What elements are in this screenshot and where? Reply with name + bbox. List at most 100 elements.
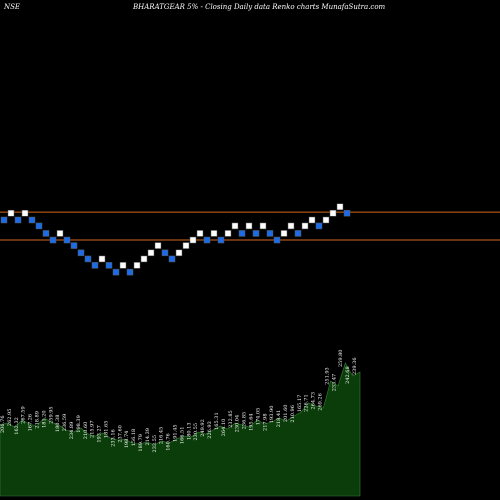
renko-brick-1-down bbox=[0, 216, 8, 224]
volume-label-31: 226.93 bbox=[207, 421, 213, 439]
renko-brick-33-up bbox=[224, 230, 232, 237]
volume-label-21: 189.79 bbox=[138, 434, 144, 452]
renko-brick-42-up bbox=[287, 222, 295, 230]
volume-label-14: 215.97 bbox=[90, 420, 96, 438]
renko-brick-28-up bbox=[189, 236, 197, 244]
renko-brick-25-down bbox=[168, 255, 176, 263]
renko-brick-3-down bbox=[14, 216, 22, 224]
renko-brick-41-up bbox=[280, 230, 288, 237]
volume-label-20: 156.18 bbox=[131, 429, 137, 447]
renko-brick-46-down bbox=[315, 222, 323, 230]
volume-label-52: 239.36 bbox=[352, 358, 358, 376]
volume-label-3: 162.32 bbox=[14, 417, 20, 435]
renko-brick-45-up bbox=[308, 216, 316, 224]
renko-brick-5-down bbox=[28, 216, 36, 224]
volume-label-22: 214.39 bbox=[145, 428, 151, 446]
volume-label-24: 216.45 bbox=[159, 427, 165, 445]
renko-brick-14-down bbox=[91, 262, 99, 269]
renko-brick-23-up bbox=[154, 242, 162, 249]
renko-brick-50-down bbox=[343, 209, 351, 217]
volume-area-path bbox=[0, 362, 361, 497]
volume-label-41: 218.41 bbox=[276, 410, 282, 428]
volume-label-46: 264.73 bbox=[311, 392, 317, 410]
volume-label-18: 237.60 bbox=[117, 425, 123, 443]
renko-brick-16-down bbox=[105, 262, 113, 269]
renko-brick-9-up bbox=[56, 230, 64, 237]
volume-label-30: 249.92 bbox=[200, 419, 206, 437]
chart-title: BHARATGEAR 5% - Closing Daily data Renko… bbox=[132, 3, 386, 11]
renko-brick-17-down bbox=[112, 268, 120, 276]
volume-label-10: 236.59 bbox=[62, 414, 68, 432]
renko-brick-36-up bbox=[245, 222, 253, 230]
renko-brick-4-up bbox=[21, 209, 29, 217]
volume-label-49: 233.47 bbox=[331, 374, 337, 392]
renko-brick-7-down bbox=[42, 230, 50, 237]
renko-brick-38-up bbox=[259, 222, 267, 230]
volume-label-47: 269.26 bbox=[317, 393, 323, 411]
volume-label-29: 230.55 bbox=[193, 423, 199, 441]
exchange-label: NSE bbox=[3, 3, 20, 11]
volume-area bbox=[0, 362, 361, 497]
renko-brick-30-down bbox=[203, 236, 211, 244]
renko-brick-49-up bbox=[336, 203, 344, 211]
renko-bricks bbox=[0, 203, 351, 276]
renko-brick-21-up bbox=[140, 255, 148, 263]
renko-brick-27-up bbox=[182, 242, 190, 249]
volume-label-7: 181.20 bbox=[41, 410, 47, 428]
renko-brick-8-down bbox=[49, 236, 57, 244]
volume-label-9: 180.38 bbox=[55, 415, 61, 433]
volume-label-28: 180.13 bbox=[186, 422, 192, 440]
volume-label-27: 166.51 bbox=[179, 427, 185, 445]
volume-label-45: 226.71 bbox=[304, 394, 310, 412]
renko-brick-29-up bbox=[196, 230, 204, 237]
renko-brick-31-up bbox=[210, 230, 218, 237]
volume-label-32: 165.31 bbox=[214, 412, 220, 430]
volume-label-50: 259.80 bbox=[338, 350, 344, 368]
renko-brick-43-down bbox=[294, 230, 302, 237]
renko-brick-39-down bbox=[266, 230, 274, 237]
volume-label-33: 264.10 bbox=[221, 419, 227, 437]
renko-brick-18-up bbox=[119, 262, 127, 269]
renko-brick-15-up bbox=[98, 255, 106, 263]
renko-brick-19-down bbox=[126, 268, 134, 276]
volume-label-36: 236.85 bbox=[242, 412, 248, 430]
renko-brick-6-down bbox=[35, 222, 43, 230]
renko-brick-10-down bbox=[63, 236, 71, 244]
renko-brick-12-down bbox=[77, 249, 85, 257]
volume-label-44: 165.17 bbox=[297, 395, 303, 413]
volume-label-2: 262.95 bbox=[7, 409, 13, 427]
volume-label-43: 210.96 bbox=[290, 405, 296, 423]
volume-label-6: 218.89 bbox=[35, 411, 41, 429]
renko-brick-22-up bbox=[147, 249, 155, 257]
renko-brick-20-up bbox=[133, 262, 141, 269]
volume-label-1: 206.76 bbox=[0, 416, 6, 434]
renko-brick-11-down bbox=[70, 242, 78, 249]
volume-label-4: 267.59 bbox=[21, 406, 27, 424]
volume-label-26: 191.45 bbox=[173, 424, 179, 442]
volume-label-12: 198.39 bbox=[76, 415, 82, 433]
volume-label-17: 233.16 bbox=[110, 429, 116, 447]
renko-brick-37-down bbox=[252, 230, 260, 237]
horizontal-lines bbox=[0, 211, 500, 241]
volume-label-13: 210.60 bbox=[83, 422, 89, 440]
volume-label-51: 242.68 bbox=[345, 366, 351, 384]
renko-brick-35-down bbox=[238, 230, 246, 237]
volume-label-42: 201.60 bbox=[283, 405, 289, 423]
volume-label-8: 259.95 bbox=[48, 406, 54, 424]
renko-brick-32-down bbox=[217, 236, 225, 244]
volume-label-16: 181.65 bbox=[104, 421, 110, 439]
volume-label-35: 230.04 bbox=[235, 415, 241, 433]
volume-label-15: 193.27 bbox=[97, 425, 103, 443]
volume-label-25: 160.76 bbox=[166, 433, 172, 451]
renko-brick-47-up bbox=[322, 216, 330, 224]
volume-label-39: 217.98 bbox=[262, 413, 268, 431]
volume-label-37: 195.64 bbox=[248, 413, 254, 431]
renko-brick-44-up bbox=[301, 222, 309, 230]
renko-brick-13-down bbox=[84, 255, 92, 263]
renko-brick-34-up bbox=[231, 222, 239, 230]
renko-brick-2-up bbox=[7, 209, 15, 217]
volume-label-23: 233.55 bbox=[152, 435, 158, 453]
volume-label-34: 232.85 bbox=[228, 410, 234, 428]
volume-label-19: 198.74 bbox=[124, 431, 130, 449]
renko-brick-26-up bbox=[175, 249, 183, 257]
